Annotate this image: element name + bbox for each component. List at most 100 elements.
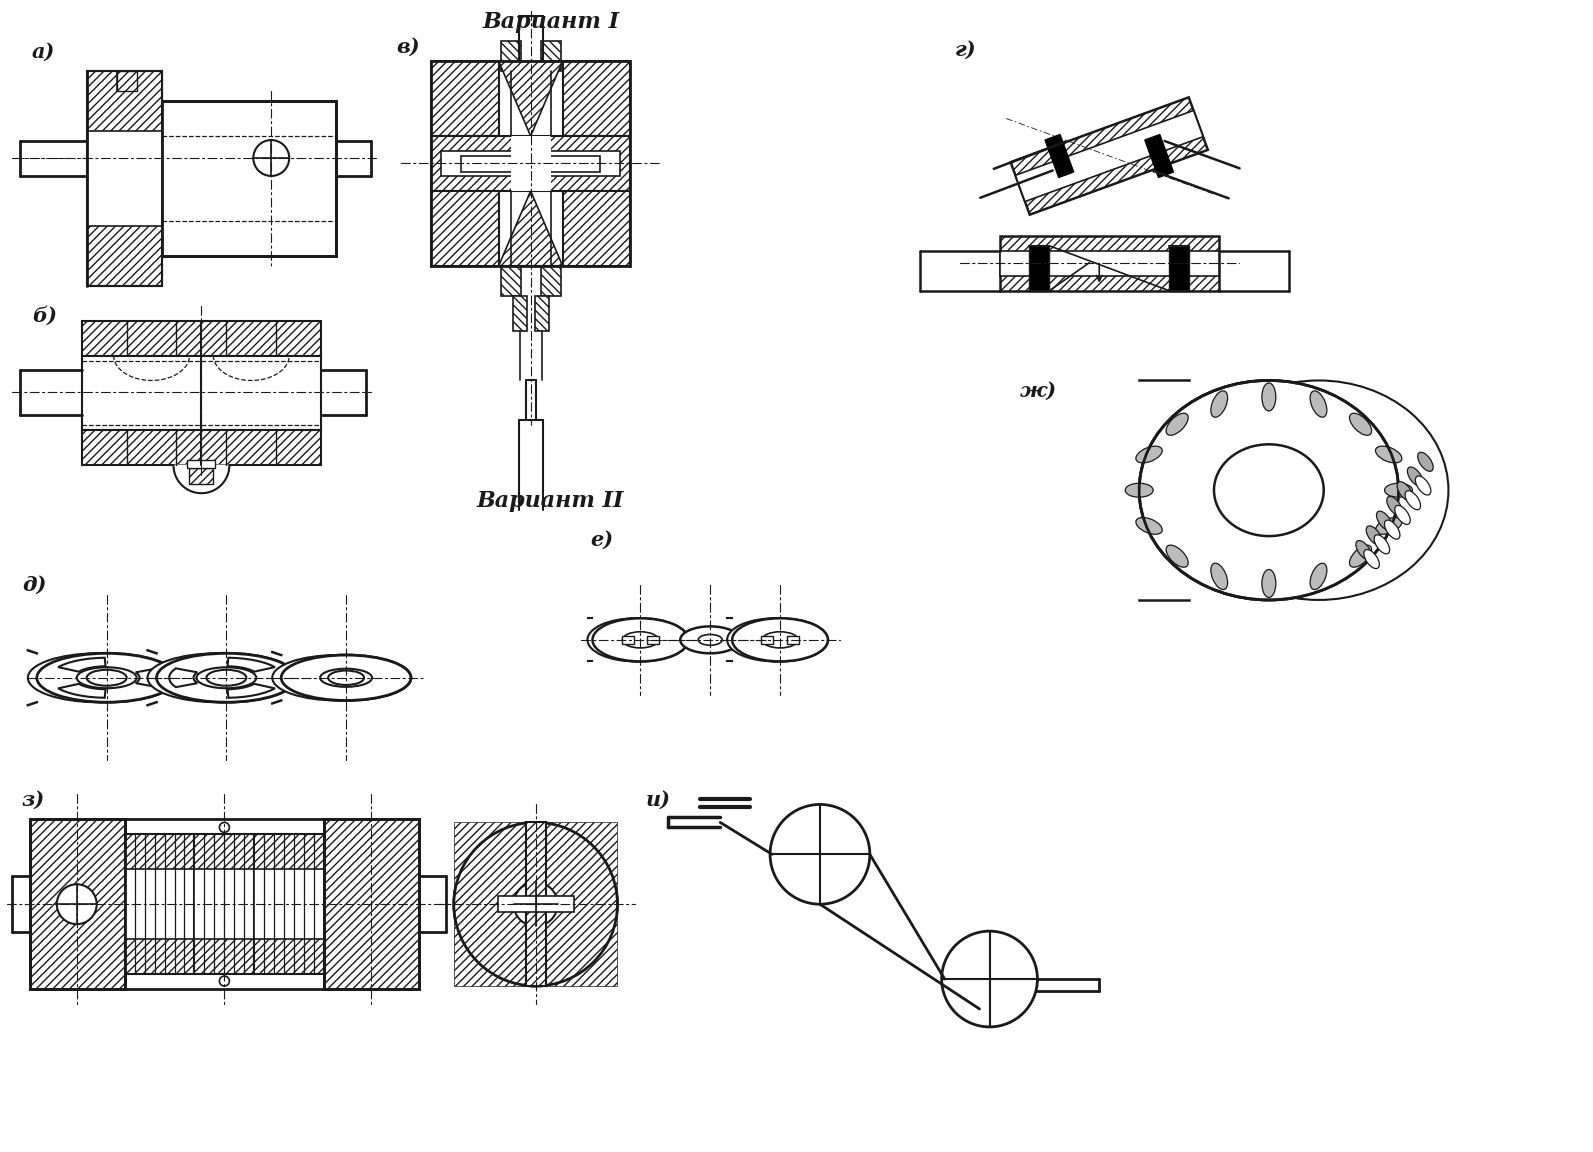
- Polygon shape: [228, 658, 276, 672]
- Ellipse shape: [1364, 550, 1380, 569]
- Ellipse shape: [76, 667, 137, 688]
- Text: б): б): [32, 305, 57, 326]
- Circle shape: [57, 885, 97, 924]
- Polygon shape: [499, 61, 562, 136]
- Ellipse shape: [86, 669, 126, 685]
- Polygon shape: [169, 668, 198, 687]
- Ellipse shape: [196, 667, 256, 688]
- Bar: [188, 461, 215, 468]
- Bar: [116, 71, 137, 91]
- Bar: [535, 296, 548, 331]
- Ellipse shape: [282, 655, 411, 700]
- Ellipse shape: [1397, 482, 1413, 501]
- Polygon shape: [57, 658, 105, 672]
- Ellipse shape: [1214, 445, 1324, 536]
- Ellipse shape: [1211, 563, 1228, 590]
- Bar: [161, 101, 336, 256]
- Ellipse shape: [1349, 545, 1372, 567]
- Bar: [430, 136, 631, 191]
- Bar: [30, 819, 124, 990]
- Ellipse shape: [761, 631, 798, 647]
- Text: в): в): [397, 37, 419, 56]
- Ellipse shape: [1214, 445, 1324, 536]
- Bar: [460, 156, 601, 172]
- Bar: [124, 819, 323, 990]
- Bar: [526, 823, 546, 986]
- Ellipse shape: [733, 619, 828, 661]
- Polygon shape: [57, 684, 105, 698]
- Ellipse shape: [1384, 520, 1400, 539]
- Bar: [81, 431, 322, 465]
- Bar: [255, 834, 323, 975]
- Bar: [86, 71, 161, 286]
- Bar: [430, 191, 499, 266]
- Ellipse shape: [1166, 414, 1188, 435]
- Circle shape: [454, 823, 618, 986]
- Bar: [647, 636, 660, 644]
- Ellipse shape: [37, 653, 177, 703]
- Ellipse shape: [1418, 453, 1434, 471]
- Bar: [81, 320, 322, 356]
- Ellipse shape: [148, 653, 287, 703]
- Ellipse shape: [1139, 380, 1399, 600]
- Polygon shape: [57, 684, 105, 698]
- Ellipse shape: [320, 668, 373, 687]
- Bar: [761, 636, 774, 644]
- Bar: [255, 870, 323, 939]
- Text: г): г): [954, 39, 977, 59]
- Bar: [999, 236, 1219, 290]
- Ellipse shape: [1384, 483, 1413, 498]
- Polygon shape: [1015, 111, 1203, 202]
- Ellipse shape: [1136, 517, 1163, 535]
- Text: д): д): [22, 575, 46, 594]
- Bar: [441, 151, 620, 176]
- Polygon shape: [135, 668, 164, 687]
- Ellipse shape: [86, 669, 126, 685]
- Polygon shape: [1145, 135, 1174, 177]
- Text: з): з): [22, 789, 45, 810]
- Bar: [1029, 245, 1050, 290]
- Text: и): и): [645, 789, 671, 810]
- Ellipse shape: [27, 653, 167, 703]
- Bar: [511, 136, 551, 191]
- Bar: [513, 296, 527, 331]
- Circle shape: [253, 141, 290, 176]
- Bar: [562, 61, 631, 136]
- Text: а): а): [32, 41, 56, 61]
- Ellipse shape: [1367, 525, 1381, 545]
- Ellipse shape: [1375, 446, 1402, 463]
- Ellipse shape: [1405, 491, 1421, 509]
- Bar: [787, 636, 798, 644]
- Circle shape: [941, 931, 1037, 1026]
- Bar: [500, 266, 521, 296]
- Text: Вариант I: Вариант I: [483, 12, 620, 33]
- Ellipse shape: [761, 631, 798, 647]
- Ellipse shape: [1139, 380, 1399, 600]
- Polygon shape: [169, 668, 198, 687]
- Bar: [86, 131, 161, 226]
- Ellipse shape: [1309, 563, 1327, 590]
- Bar: [430, 61, 631, 266]
- Polygon shape: [1010, 98, 1207, 214]
- Ellipse shape: [1375, 535, 1389, 554]
- Ellipse shape: [1388, 497, 1402, 515]
- Ellipse shape: [76, 667, 137, 688]
- Ellipse shape: [282, 655, 411, 700]
- Ellipse shape: [593, 619, 688, 661]
- Ellipse shape: [1262, 382, 1276, 411]
- Polygon shape: [135, 668, 164, 687]
- Ellipse shape: [272, 655, 401, 700]
- Bar: [124, 834, 194, 975]
- Ellipse shape: [156, 653, 296, 703]
- Ellipse shape: [680, 627, 741, 653]
- Ellipse shape: [207, 669, 247, 685]
- Bar: [454, 823, 618, 986]
- Ellipse shape: [588, 619, 683, 661]
- Polygon shape: [499, 191, 562, 266]
- Bar: [323, 819, 419, 990]
- Polygon shape: [174, 465, 229, 493]
- Text: е): е): [591, 530, 613, 551]
- Ellipse shape: [623, 631, 658, 647]
- Ellipse shape: [1415, 476, 1431, 495]
- Ellipse shape: [328, 670, 365, 685]
